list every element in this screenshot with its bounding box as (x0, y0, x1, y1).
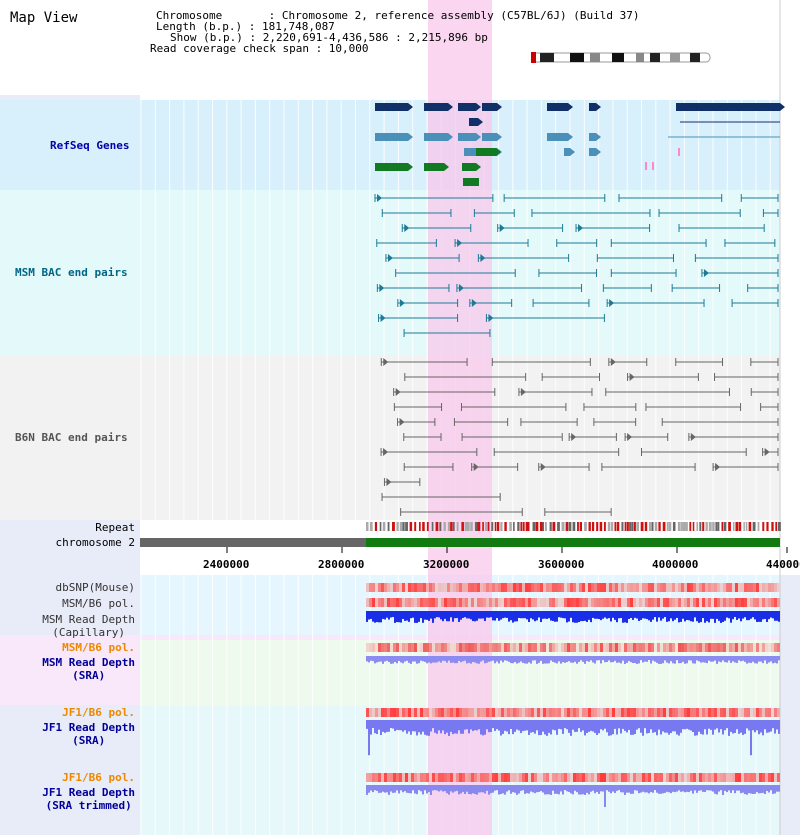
info-panel: Chromosome : Chromosome 2, reference ass… (150, 10, 639, 54)
page-title: Map View (10, 10, 78, 26)
coverage-info: Read coverage check span : 10,000 (150, 42, 369, 55)
chromosome-label: chromosome 2 (55, 536, 135, 549)
show-info: Show (b.p.) : 2,220,691-4,436,586 : 2,21… (170, 31, 488, 44)
highlight-region[interactable] (428, 0, 492, 835)
jf1-depth-sra-line1: JF1 Read Depth (42, 721, 135, 734)
b6n-bac-track-label: B6N BAC end pairs (15, 431, 128, 444)
refseq-track-label: RefSeq Genes (50, 139, 130, 152)
repeat-label: Repeat (95, 521, 135, 534)
axis-tick-1: 2400000 (203, 558, 250, 571)
axis-tick-6: 4400000 (766, 558, 800, 571)
axis-tick-3: 3200000 (423, 558, 470, 571)
jf1-depth-trimmed-line1: JF1 Read Depth (42, 786, 135, 799)
jf1-depth-sra-label: JF1 Read Depth (SRA) (42, 721, 135, 747)
axis-tick-4: 3600000 (538, 558, 585, 571)
msm-depth-capillary-label: MSM Read Depth (Capillary) (42, 613, 135, 639)
length-info: Length (b.p.) : 181,748,087 (156, 20, 335, 33)
msm-depth-capillary-line2: (Capillary) (52, 626, 126, 639)
msm-bac-track-label: MSM BAC end pairs (15, 266, 128, 279)
dbsnp-label: dbSNP(Mouse) (55, 581, 135, 594)
jf1-depth-trimmed-label: JF1 Read Depth (SRA trimmed) (42, 786, 135, 812)
msm-depth-sra-line2: (SRA) (72, 669, 106, 682)
jf1-b6-pol-label: JF1/B6 pol. (62, 706, 135, 719)
msm-b6-pol-sra-label: MSM/B6 pol. (62, 641, 135, 654)
msm-depth-sra-line1: MSM Read Depth (42, 656, 135, 669)
jf1-depth-sra-line2: (SRA) (72, 734, 106, 747)
axis-tick-2: 2800000 (318, 558, 365, 571)
jf1-b6-pol-trimmed-label: JF1/B6 pol. (62, 771, 135, 784)
jf1-depth-trimmed-line2: (SRA trimmed) (45, 799, 132, 812)
msm-depth-sra-label: MSM Read Depth (SRA) (42, 656, 135, 682)
chromosome-info: Chromosome : Chromosome 2, reference ass… (156, 9, 640, 22)
msm-b6-pol-label: MSM/B6 pol. (62, 597, 135, 610)
axis-tick-5: 4000000 (652, 558, 699, 571)
b6n-bac-track-bg (0, 355, 780, 520)
msm-depth-capillary-line1: MSM Read Depth (42, 613, 135, 626)
